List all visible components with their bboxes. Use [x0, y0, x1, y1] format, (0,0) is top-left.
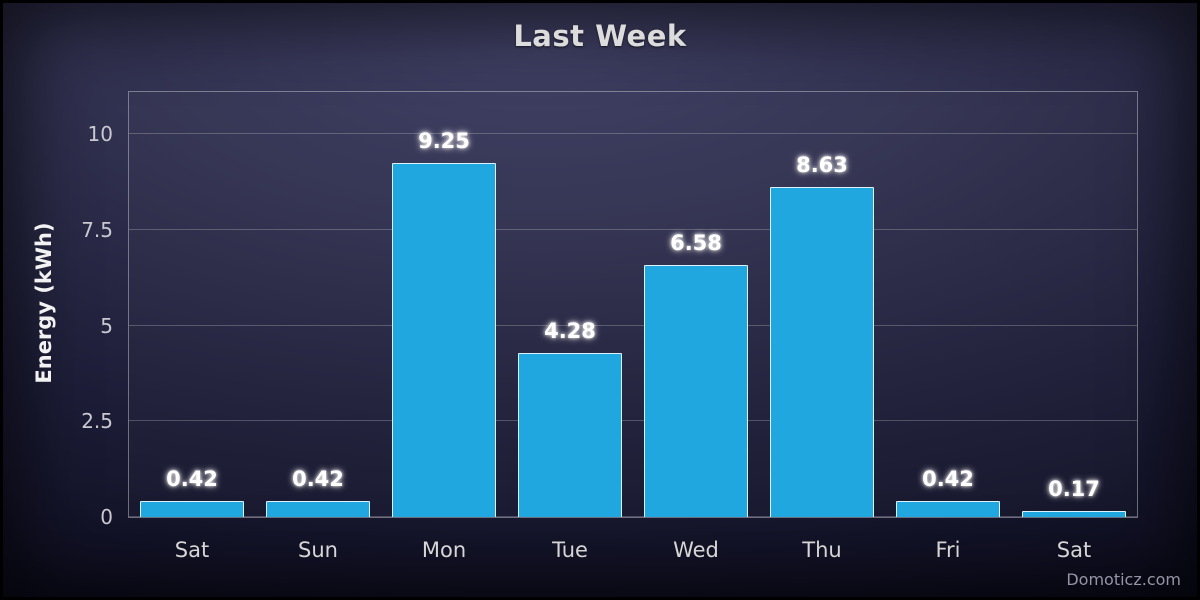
- y-tick-label: 10: [87, 122, 113, 147]
- bar-slot: 6.58 Wed: [633, 92, 759, 562]
- y-tick-label: 5: [100, 313, 113, 338]
- bar-slot: 8.63 Thu: [759, 92, 885, 562]
- bar[interactable]: [896, 500, 1000, 517]
- y-axis-title: Energy (kWh): [32, 222, 56, 384]
- bar-value-label: 9.25: [418, 128, 470, 153]
- bar[interactable]: [518, 353, 622, 517]
- bar[interactable]: [1022, 510, 1126, 517]
- bar-value-label: 0.42: [922, 466, 974, 491]
- x-tick-label: Tue: [552, 538, 588, 562]
- gridline: [129, 228, 1137, 230]
- x-tick-label: Thu: [802, 538, 842, 562]
- bar-slot: 0.42 Fri: [885, 92, 1011, 562]
- x-tick-label: Fri: [935, 538, 961, 562]
- bar-value-label: 0.17: [1048, 476, 1100, 501]
- plot-area: 0 2.5 5 7.5 10 0.42 Sat 0.42 Sun 9.25 Mon 4.28 Tue 6…: [81, 91, 1138, 562]
- x-tick-label: Mon: [421, 538, 467, 562]
- watermark: Domoticz.com: [1066, 570, 1181, 589]
- bar-slot: 0.17 Sat: [1011, 92, 1137, 562]
- bar-value-label: 6.58: [670, 231, 722, 256]
- y-tick-label: 2.5: [81, 409, 113, 434]
- bar-slot: 0.42 Sun: [255, 92, 381, 562]
- gridline: [129, 133, 1137, 135]
- bars: 0.42 Sat 0.42 Sun 9.25 Mon 4.28 Tue 6.58 Wed 8.63 T…: [129, 92, 1137, 562]
- x-tick-label: Sun: [298, 538, 338, 562]
- x-tick-label: Sat: [174, 538, 210, 562]
- gridline: [129, 420, 1137, 422]
- bar-value-label: 0.42: [292, 466, 344, 491]
- bar[interactable]: [770, 186, 874, 517]
- gridline: [129, 324, 1137, 326]
- y-tick-label: 0: [100, 505, 113, 529]
- bar-slot: 9.25 Mon: [381, 92, 507, 562]
- bar[interactable]: [266, 500, 370, 517]
- y-tick-label: 7.5: [81, 217, 113, 242]
- bar[interactable]: [392, 162, 496, 517]
- bar[interactable]: [644, 265, 748, 517]
- bar-value-label: 8.63: [796, 152, 848, 177]
- bar-slot: 4.28 Tue: [507, 92, 633, 562]
- bar-value-label: 0.42: [166, 466, 218, 491]
- bar-slot: 0.42 Sat: [129, 92, 255, 562]
- bar-value-label: 4.28: [544, 319, 596, 344]
- x-tick-label: Sat: [1056, 538, 1092, 562]
- x-tick-label: Wed: [673, 538, 719, 562]
- gridline: [129, 516, 1137, 517]
- bar[interactable]: [140, 500, 244, 517]
- chart-title: Last Week: [513, 19, 687, 53]
